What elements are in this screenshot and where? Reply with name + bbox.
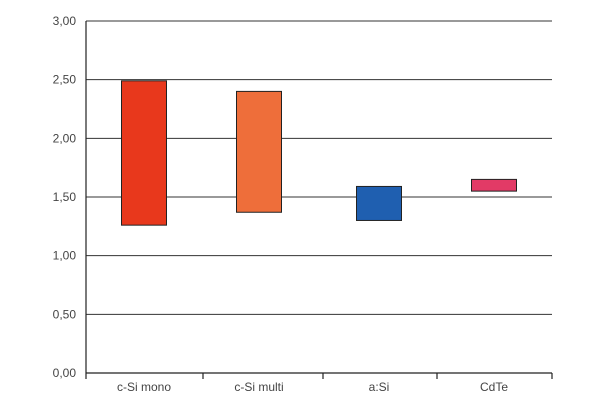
y-tick-label: 0,50 xyxy=(53,307,77,321)
bar-cdte xyxy=(471,178,517,192)
y-tick-label: 2,50 xyxy=(53,73,77,87)
bar-c-si-multi xyxy=(236,90,282,213)
x-category-label: c-Si multi xyxy=(234,380,283,394)
labels: 0,00 0,50 1,00 1,50 2,00 2,50 3,00 c-Si mono c-S… xyxy=(53,14,509,394)
y-tick-label: 3,00 xyxy=(53,14,77,28)
x-category-label: a:Si xyxy=(369,380,390,394)
axes xyxy=(85,21,553,379)
x-category-label: CdTe xyxy=(480,380,508,394)
y-tick-label: 1,00 xyxy=(53,249,77,263)
bar-a-si xyxy=(356,185,402,221)
bars xyxy=(121,80,517,226)
y-tick-label: 2,00 xyxy=(53,131,77,145)
y-tick-label: 0,00 xyxy=(53,366,77,380)
bar-c-si-mono xyxy=(121,80,167,226)
x-category-label: c-Si mono xyxy=(117,380,171,394)
y-tick-label: 1,50 xyxy=(53,190,77,204)
